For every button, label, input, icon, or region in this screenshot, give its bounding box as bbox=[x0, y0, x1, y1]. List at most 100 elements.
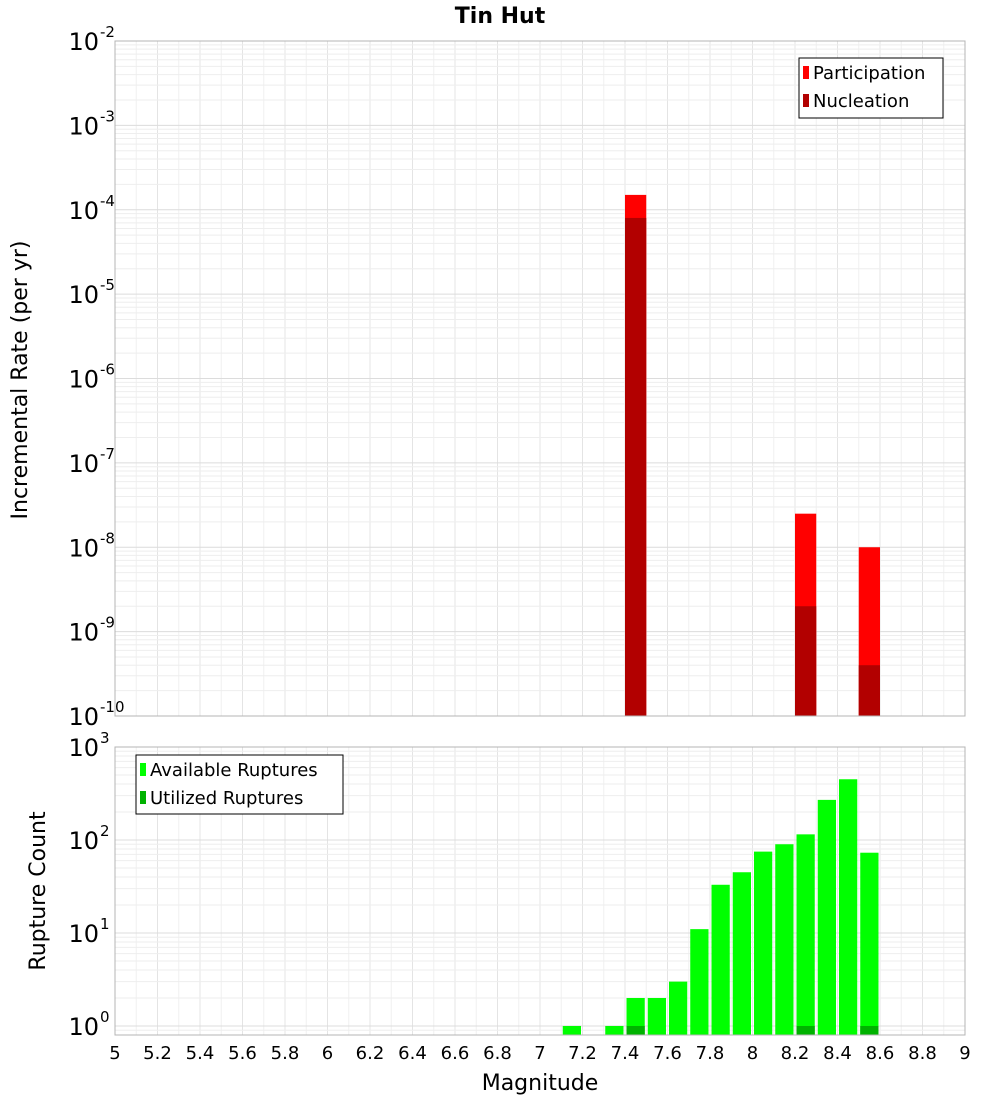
legend-label-participation: Participation bbox=[813, 63, 925, 84]
bottom-y-tick-label: 10 3 bbox=[68, 729, 109, 762]
top-y-tick-label: 10 -3 bbox=[68, 107, 115, 140]
bar-available-ruptures bbox=[669, 981, 688, 1035]
x-tick-label: 7.6 bbox=[653, 1043, 682, 1064]
bottom-y-axis-label: Rupture Count bbox=[26, 811, 51, 971]
bar-available-ruptures bbox=[817, 799, 836, 1035]
top-y-tick-label-exponent: -7 bbox=[100, 445, 115, 463]
bottom-bars bbox=[562, 779, 879, 1035]
x-tick-label: 7 bbox=[534, 1043, 545, 1064]
top-y-tick-label: 10 -9 bbox=[68, 614, 115, 647]
top-bars bbox=[625, 194, 880, 716]
bottom-y-tick-label-base: 10 bbox=[68, 827, 99, 855]
bottom-plot-frame bbox=[114, 746, 966, 1036]
top-y-tick-label-exponent: -5 bbox=[100, 276, 115, 294]
x-axis-label: Magnitude bbox=[482, 1071, 599, 1096]
bar-nucleation bbox=[795, 606, 817, 716]
top-y-tick-label-exponent: -9 bbox=[100, 614, 115, 632]
bottom-y-tick-label-exponent: 0 bbox=[100, 1008, 110, 1026]
top-y-tick-label: 10 -4 bbox=[68, 192, 115, 225]
bar-available-ruptures bbox=[839, 779, 858, 1035]
legend-label-available-ruptures: Available Ruptures bbox=[150, 760, 318, 781]
x-tick-label: 8.4 bbox=[823, 1043, 852, 1064]
top-y-tick-label: 10 -7 bbox=[68, 445, 115, 478]
bar-available-ruptures bbox=[647, 997, 666, 1035]
bottom-y-tick-label-exponent: 1 bbox=[100, 915, 110, 933]
top-y-tick-label-exponent: -10 bbox=[100, 698, 125, 716]
bottom-legend: Available Ruptures Utilized Ruptures bbox=[135, 754, 344, 815]
bar-available-ruptures bbox=[626, 997, 645, 1035]
bottom-y-tick-label-exponent: 3 bbox=[100, 729, 110, 747]
top-y-tick-label-exponent: -6 bbox=[100, 361, 115, 379]
bottom-y-tick-label: 10 1 bbox=[68, 915, 109, 948]
bar-available-ruptures bbox=[690, 929, 709, 1035]
x-tick-label: 9 bbox=[959, 1043, 970, 1064]
bar-nucleation bbox=[858, 665, 880, 716]
x-tick-label: 6.8 bbox=[483, 1043, 512, 1064]
top-y-tick-label-base: 10 bbox=[68, 534, 99, 562]
bottom-y-tick-label-base: 10 bbox=[68, 734, 99, 762]
top-legend-box bbox=[798, 57, 944, 119]
top-y-axis-label: Incremental Rate (per yr) bbox=[8, 241, 33, 520]
legend-label-utilized-ruptures: Utilized Ruptures bbox=[150, 788, 303, 809]
x-tick-label: 8.2 bbox=[781, 1043, 810, 1064]
bar-available-ruptures bbox=[860, 852, 879, 1035]
top-grid bbox=[114, 40, 966, 717]
bar-utilized-ruptures bbox=[626, 1025, 645, 1035]
bar-utilized-ruptures bbox=[796, 1025, 815, 1035]
legend-swatch-utilized-ruptures bbox=[140, 791, 146, 804]
bar-available-ruptures bbox=[562, 1025, 581, 1035]
bar-available-ruptures bbox=[605, 1025, 624, 1035]
legend-swatch-nucleation bbox=[803, 94, 809, 107]
x-tick-label: 6.6 bbox=[441, 1043, 470, 1064]
legend-swatch-available-ruptures bbox=[140, 763, 146, 776]
bottom-y-tick-label: 10 2 bbox=[68, 822, 109, 855]
legend-label-nucleation: Nucleation bbox=[813, 91, 909, 112]
x-tick-label: 6 bbox=[322, 1043, 333, 1064]
top-y-tick-label-base: 10 bbox=[68, 197, 99, 225]
top-y-tick-label: 10 -8 bbox=[68, 529, 115, 562]
bottom-y-tick-label-base: 10 bbox=[68, 920, 99, 948]
x-tick-label: 8.6 bbox=[866, 1043, 895, 1064]
top-y-tick-label-base: 10 bbox=[68, 703, 99, 731]
x-tick-label: 7.2 bbox=[568, 1043, 597, 1064]
x-tick-label: 5.2 bbox=[143, 1043, 172, 1064]
top-y-tick-label-base: 10 bbox=[68, 112, 99, 140]
legend-swatch-participation bbox=[803, 66, 809, 79]
top-y-tick-label: 10 -10 bbox=[68, 698, 124, 731]
top-y-tick-label: 10 -5 bbox=[68, 276, 115, 309]
x-tick-label: 5.4 bbox=[186, 1043, 215, 1064]
x-tick-label: 7.8 bbox=[696, 1043, 725, 1064]
bar-available-ruptures bbox=[711, 884, 730, 1035]
bar-utilized-ruptures bbox=[860, 1025, 879, 1035]
x-tick-label: 5.6 bbox=[228, 1043, 257, 1064]
top-y-tick-label-exponent: -8 bbox=[100, 529, 115, 547]
top-legend: Participation Nucleation bbox=[798, 57, 944, 119]
bottom-y-tick-label-exponent: 2 bbox=[100, 822, 110, 840]
top-y-tick-label-base: 10 bbox=[68, 619, 99, 647]
chart-title: Tin Hut bbox=[455, 4, 546, 29]
bottom-legend-box bbox=[135, 754, 344, 815]
x-tick-label: 8.8 bbox=[908, 1043, 937, 1064]
bar-available-ruptures bbox=[754, 851, 773, 1035]
x-tick-label: 5 bbox=[109, 1043, 120, 1064]
bar-available-ruptures bbox=[775, 844, 794, 1035]
top-y-tick-label: 10 -6 bbox=[68, 361, 115, 394]
top-y-tick-label-base: 10 bbox=[68, 28, 99, 56]
x-tick-label: 6.4 bbox=[398, 1043, 427, 1064]
x-tick-label: 6.2 bbox=[356, 1043, 385, 1064]
x-tick-label: 8 bbox=[747, 1043, 758, 1064]
top-y-tick-label-base: 10 bbox=[68, 450, 99, 478]
bottom-y-tick-label: 10 0 bbox=[68, 1008, 109, 1041]
top-plot-frame bbox=[114, 40, 966, 717]
bottom-y-tick-label-base: 10 bbox=[68, 1013, 99, 1041]
top-y-tick-label-exponent: -3 bbox=[100, 107, 115, 125]
bar-available-ruptures bbox=[732, 872, 751, 1035]
top-y-tick-label-base: 10 bbox=[68, 281, 99, 309]
top-y-tick-label-exponent: -4 bbox=[100, 192, 115, 210]
x-tick-label: 7.4 bbox=[611, 1043, 640, 1064]
x-tick-label: 5.8 bbox=[271, 1043, 300, 1064]
